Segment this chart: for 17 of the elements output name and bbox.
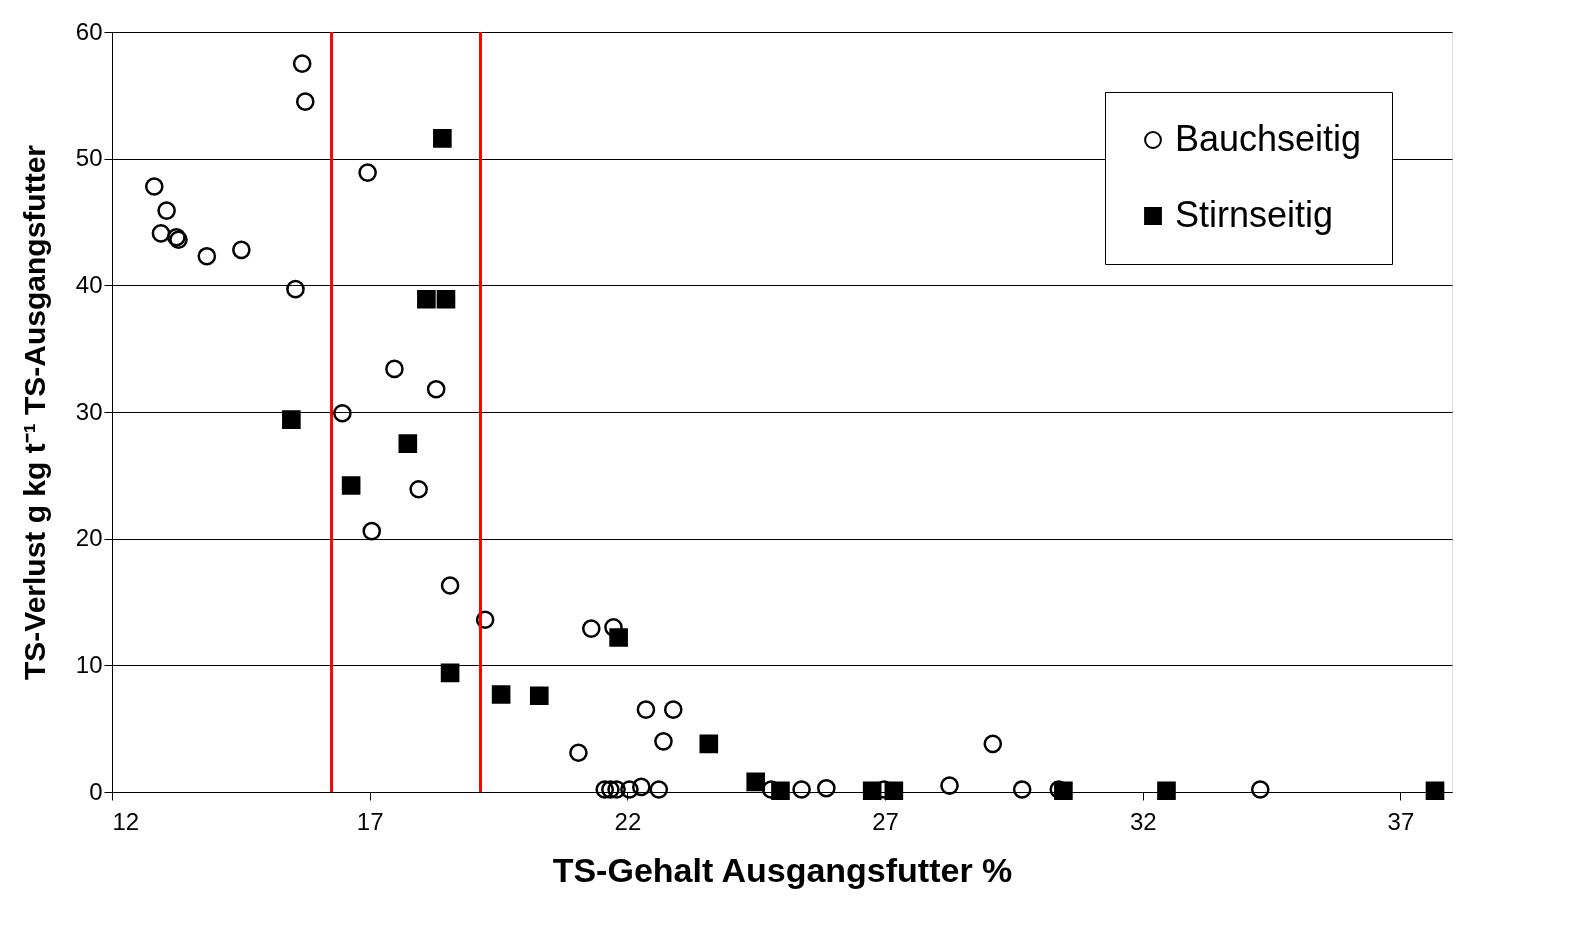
- y-tick-label: 0: [89, 777, 103, 805]
- x-tick-label: 37: [1387, 807, 1415, 835]
- x-tick-label: 27: [872, 807, 899, 835]
- y-tick-label: 20: [75, 524, 103, 552]
- x-tick-label: 22: [614, 807, 642, 835]
- y-tick-label: 10: [75, 650, 103, 678]
- legend-label: Stirnseitig: [1175, 194, 1334, 235]
- y-tick-label: 50: [75, 144, 103, 172]
- y-tick-label: 30: [75, 397, 103, 425]
- x-tick-label: 12: [112, 807, 140, 835]
- x-tick-label: 17: [356, 807, 384, 835]
- legend-label: Bauchseitig: [1175, 118, 1362, 159]
- y-tick-label: 60: [75, 17, 103, 45]
- y-tick-label: 40: [75, 270, 103, 298]
- y-axis-title: TS-Verlust g kg t⁻¹ TS-Ausgangsfutter: [17, 144, 51, 681]
- x-axis-title: TS-Gehalt Ausgangsfutter %: [552, 850, 1013, 889]
- x-tick-label: 32: [1129, 807, 1157, 835]
